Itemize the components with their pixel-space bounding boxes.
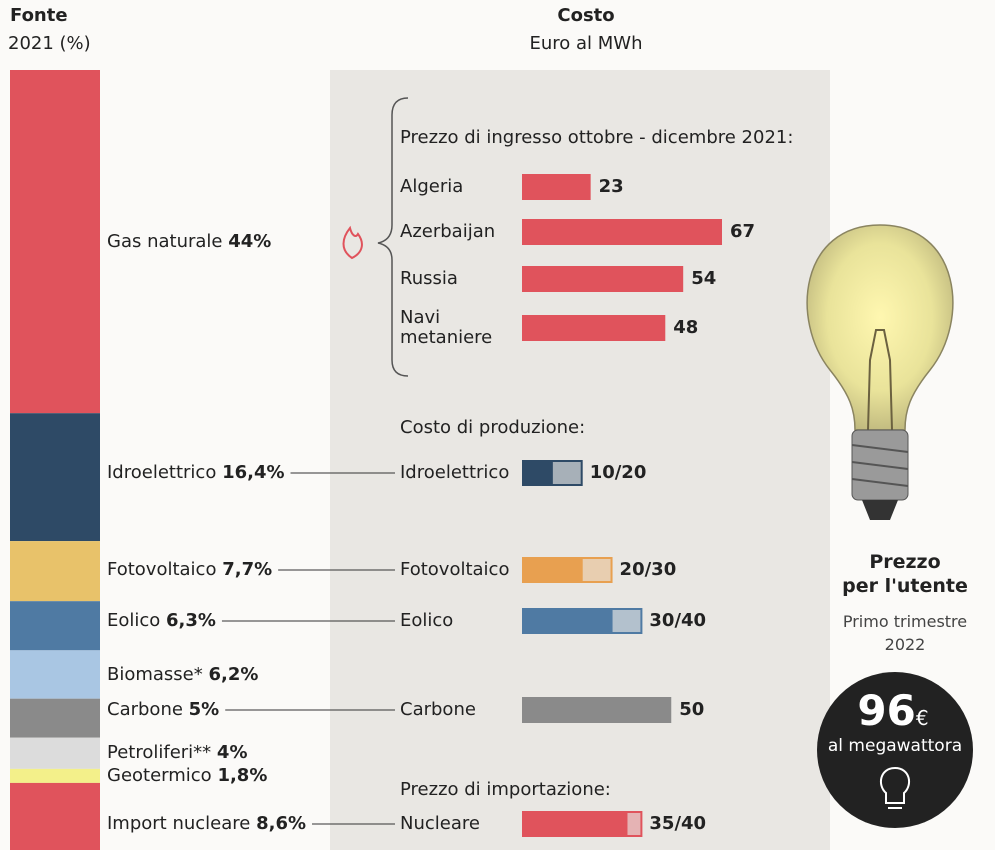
cost-category: Eolico: [400, 611, 510, 631]
category-name: Fotovoltaico: [107, 559, 216, 580]
price-currency: €: [916, 706, 929, 730]
value-label: 4%: [217, 742, 248, 763]
value-label: 20/30: [620, 560, 677, 580]
chart-subtitle: 2021 (%): [8, 34, 91, 54]
value-label: 1,8%: [217, 765, 267, 786]
value-label: 50: [679, 700, 704, 720]
share-label: Carbone 5%: [107, 700, 219, 720]
share-segment: [10, 699, 100, 738]
cost-bar: [522, 315, 665, 341]
infographic: Fonte 2021 (%) Gas naturale 44% Idroelettri…: [0, 0, 995, 850]
share-label: Petroliferi** 4%: [107, 743, 247, 763]
share-segment: [10, 541, 100, 601]
value-label: 16,4%: [222, 462, 284, 483]
share-label: Geotermico 1,8%: [107, 766, 267, 786]
value-label: 35/40: [649, 814, 706, 834]
share-label: Idroelettrico 16,4%: [107, 463, 285, 483]
share-label: Eolico 6,3%: [107, 611, 216, 631]
bulb-tip: [862, 500, 898, 520]
cost-bar: [522, 697, 671, 723]
share-segment: [10, 783, 100, 850]
cost-category: Azerbaijan: [400, 222, 510, 242]
value-label: 8,6%: [256, 813, 306, 834]
value-label: 44%: [228, 231, 271, 252]
cost-bar-low: [522, 608, 612, 634]
value-label: 48: [673, 318, 698, 338]
value-label: 7,7%: [222, 559, 272, 580]
price-title: Prezzo: [869, 552, 940, 573]
cost-bar: [522, 266, 683, 292]
cost-category: Navi metaniere: [400, 308, 510, 348]
cost-category: Carbone: [400, 700, 510, 720]
value-label: 23: [599, 177, 624, 197]
cost-bar-range: [626, 812, 641, 836]
category-name: Eolico: [107, 610, 160, 631]
category-name: Carbone: [107, 699, 183, 720]
value-label: 67: [730, 222, 755, 242]
group-title: Costo di produzione:: [400, 418, 585, 438]
price-unit: al megawattora: [828, 737, 962, 756]
chart-title: Fonte: [10, 6, 68, 26]
cost-category: Nucleare: [400, 814, 510, 834]
share-label: Gas naturale 44%: [107, 232, 271, 252]
price-title: per l'utente: [842, 576, 968, 597]
category-name: Biomasse*: [107, 664, 203, 685]
value-label: 6,3%: [166, 610, 216, 631]
share-segment: [10, 769, 100, 783]
group-title: Prezzo di importazione:: [400, 780, 611, 800]
cost-bar: [522, 174, 591, 200]
share-segment: [10, 70, 100, 413]
value-label: 30/40: [649, 611, 706, 631]
cost-bar-low: [522, 557, 582, 583]
category-name: Idroelettrico: [107, 462, 216, 483]
cost-bar-range: [612, 609, 642, 633]
category-name: Geotermico: [107, 765, 212, 786]
category-name: Import nucleare: [107, 813, 250, 834]
share-segment: [10, 601, 100, 650]
cost-category: Algeria: [400, 177, 510, 197]
share-label: Import nucleare 8,6%: [107, 814, 306, 834]
chart-subtitle: Euro al MWh: [529, 34, 642, 54]
share-label: Fotovoltaico 7,7%: [107, 560, 272, 580]
group-title: Prezzo di ingresso ottobre - dicembre 20…: [400, 128, 793, 148]
cost-bar: [522, 219, 722, 245]
cost-bar-low: [522, 460, 552, 486]
category-name: Petroliferi**: [107, 742, 211, 763]
category-name: Gas naturale: [107, 231, 223, 252]
cost-bar-range: [582, 558, 612, 582]
cost-bar-low: [522, 811, 626, 837]
cost-category: Fotovoltaico: [400, 560, 510, 580]
price-value: 96: [857, 686, 915, 735]
share-segment: [10, 738, 100, 769]
value-label: 54: [691, 269, 716, 289]
share-label: Biomasse* 6,2%: [107, 665, 258, 685]
cost-category: Russia: [400, 269, 510, 289]
chart-title: Costo: [557, 6, 614, 26]
cost-bar-range: [552, 461, 582, 485]
price: 96€: [857, 688, 928, 734]
value-label: 6,2%: [209, 664, 259, 685]
share-segment: [10, 413, 100, 541]
share-segment: [10, 650, 100, 698]
value-label: 10/20: [590, 463, 647, 483]
cost-category: Idroelettrico: [400, 463, 510, 483]
value-label: 5%: [189, 699, 220, 720]
price-subtitle: Primo trimestre 2022: [838, 610, 973, 656]
